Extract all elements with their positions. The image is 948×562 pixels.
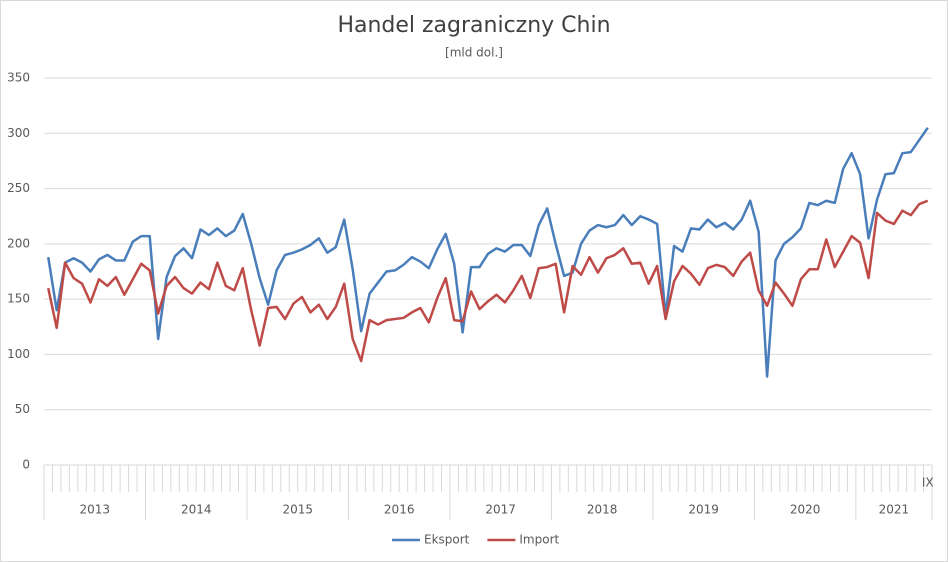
year-label: 2015 bbox=[282, 503, 313, 517]
year-label: 2016 bbox=[384, 503, 415, 517]
y-tick-label: 300 bbox=[7, 126, 30, 140]
x-tick-label: IX bbox=[922, 476, 934, 490]
year-label: 2017 bbox=[485, 503, 516, 517]
y-tick-label: 250 bbox=[7, 181, 30, 195]
y-tick-label: 100 bbox=[7, 347, 30, 361]
year-label: 2018 bbox=[587, 503, 618, 517]
year-label: 2021 bbox=[879, 503, 910, 517]
year-label: 2014 bbox=[181, 503, 212, 517]
y-tick-label: 200 bbox=[7, 236, 30, 250]
legend-label: Import bbox=[519, 533, 559, 547]
chart-subtitle: [mld dol.] bbox=[445, 46, 503, 60]
y-tick-label: 0 bbox=[22, 458, 30, 472]
year-label: 2013 bbox=[79, 503, 110, 517]
year-label: 2019 bbox=[688, 503, 719, 517]
chart-title: Handel zagraniczny Chin bbox=[337, 13, 610, 38]
legend-label: Eksport bbox=[424, 533, 470, 547]
y-tick-label: 50 bbox=[15, 402, 30, 416]
y-tick-label: 350 bbox=[7, 71, 30, 85]
series-line bbox=[47, 199, 929, 363]
year-label: 2020 bbox=[790, 503, 821, 517]
y-tick-label: 150 bbox=[7, 292, 30, 306]
series-line bbox=[46, 127, 929, 378]
